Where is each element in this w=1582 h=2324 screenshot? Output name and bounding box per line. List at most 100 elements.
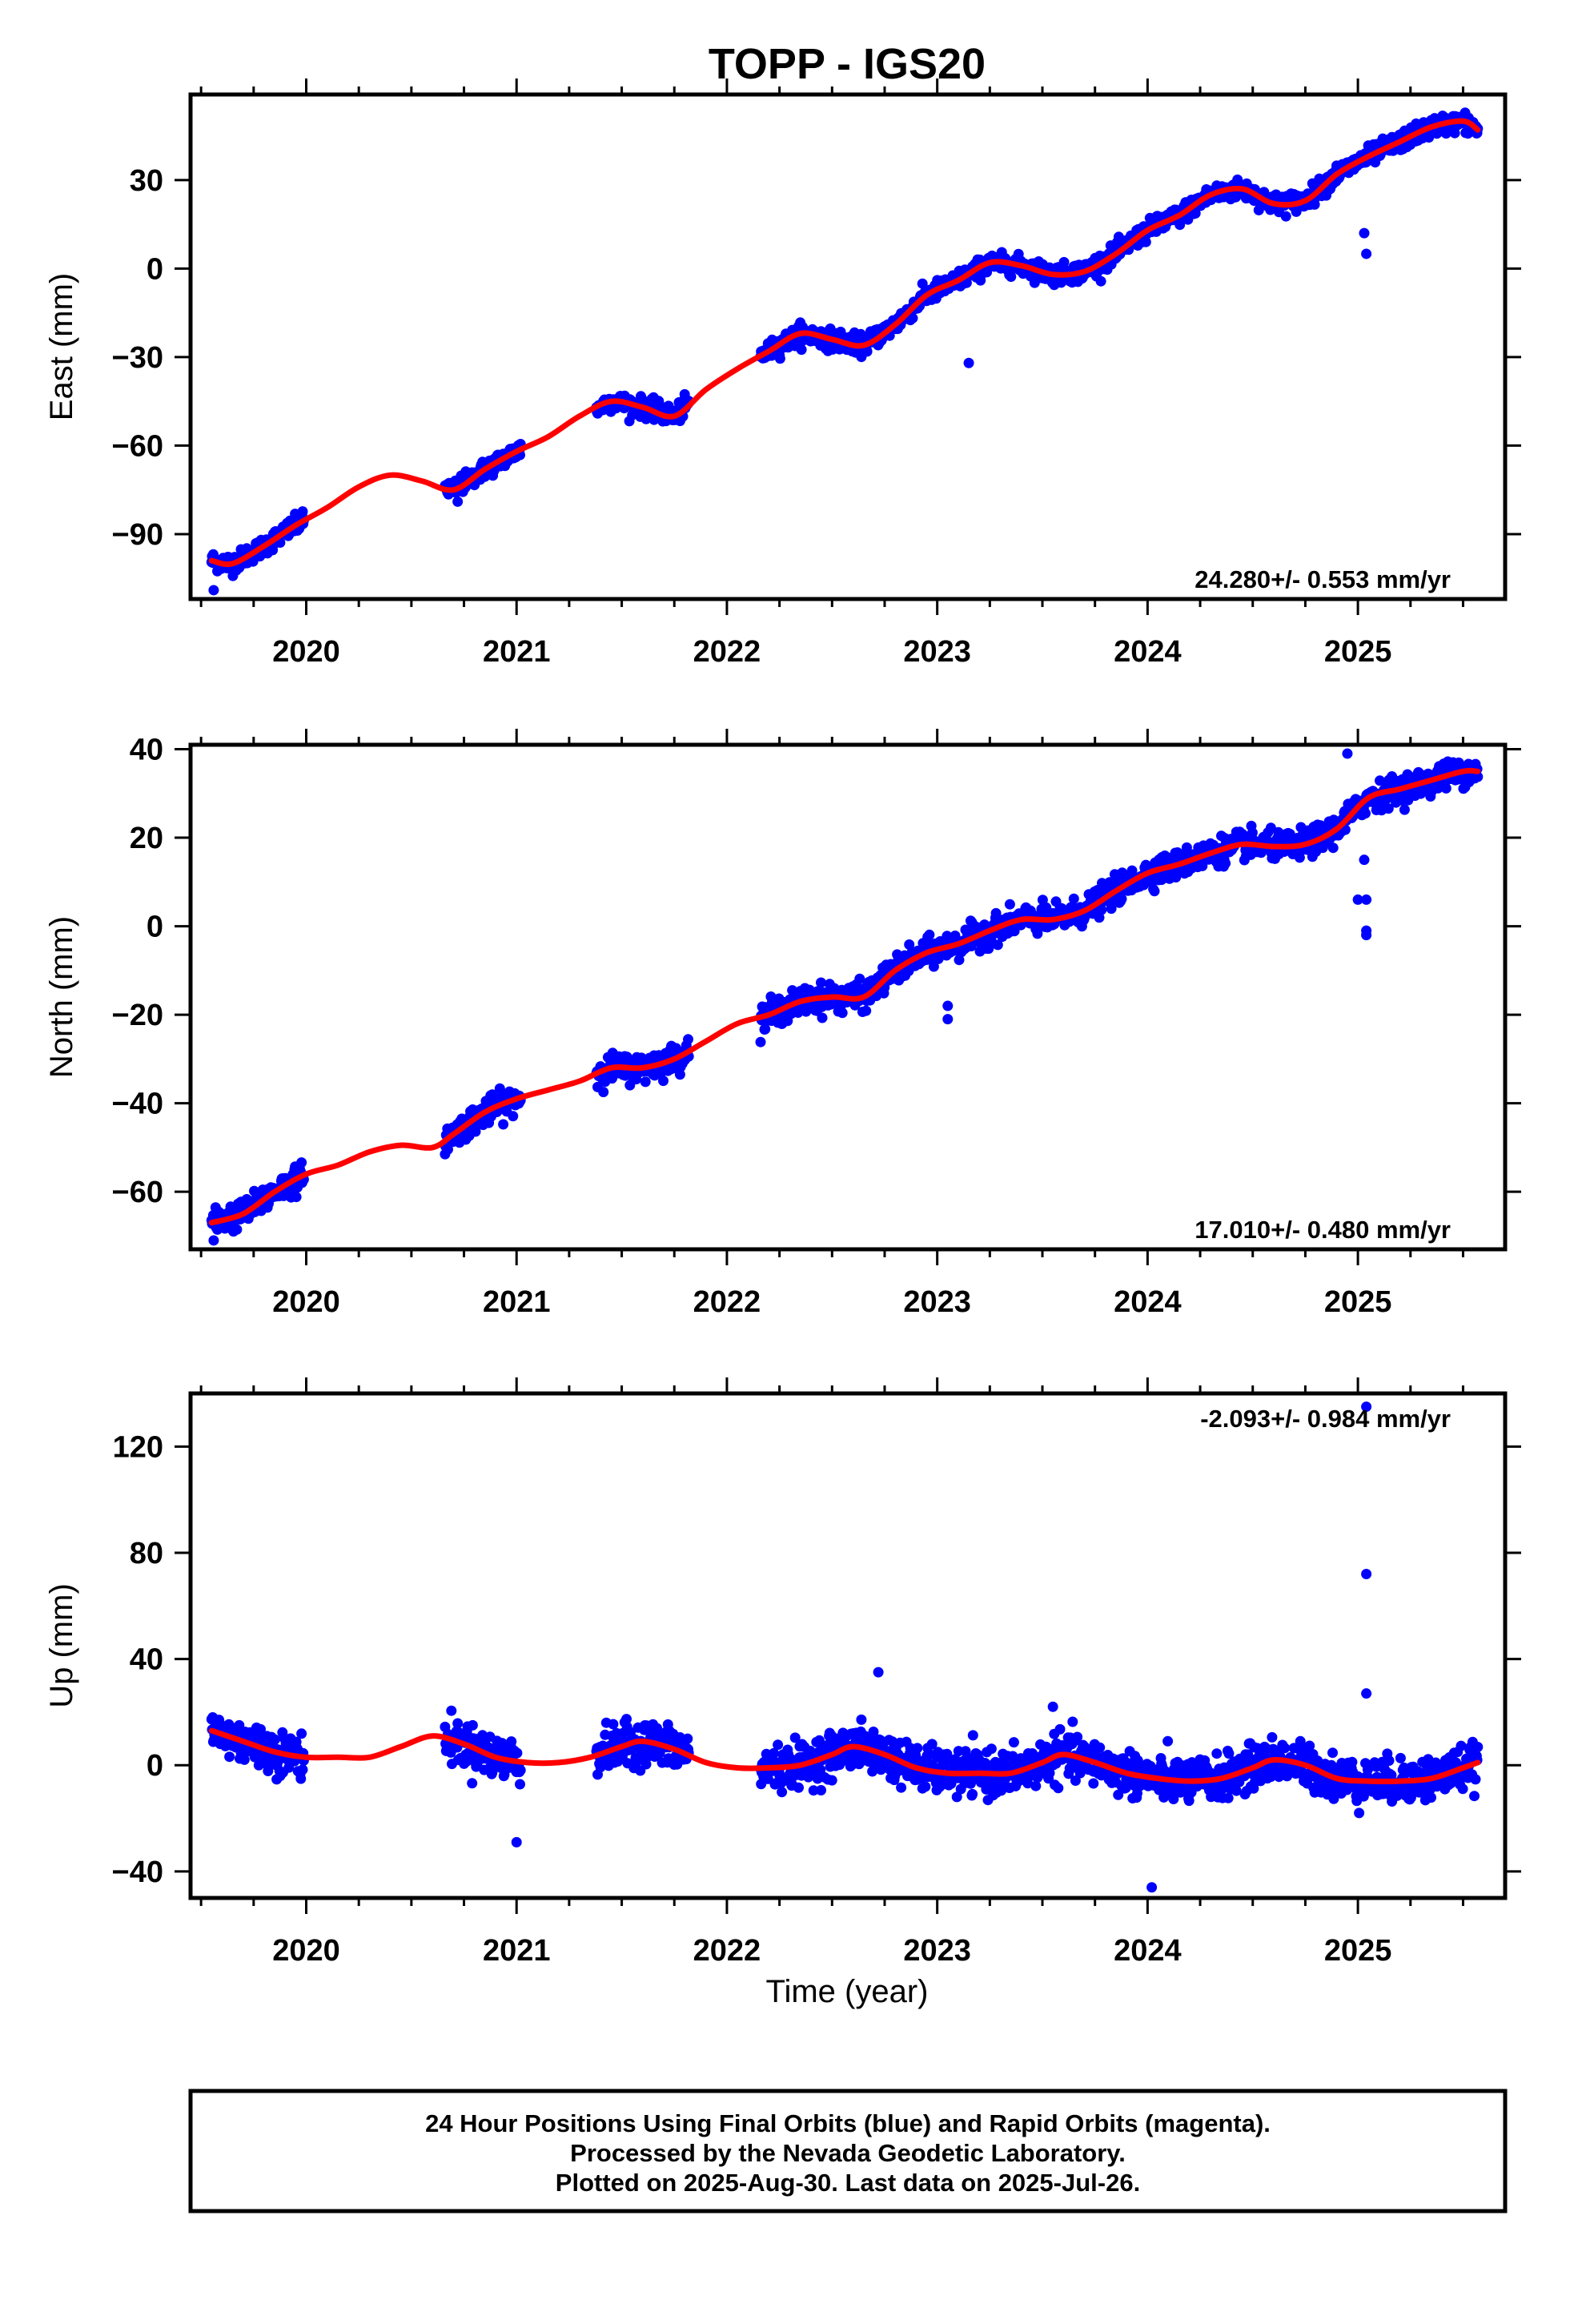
north-data-point [1220, 858, 1231, 869]
north-outlier-point [1359, 854, 1370, 866]
up-data-point [1072, 1731, 1083, 1743]
north-data-point [861, 1005, 872, 1016]
east-frame [188, 92, 1508, 601]
up-data-point [896, 1782, 907, 1793]
east-y-tick-label: −30 [112, 341, 163, 375]
north-model-line [208, 767, 1481, 1226]
up-data-point [1094, 1742, 1106, 1753]
east-data-point [1449, 127, 1460, 139]
north-x-tick-label: 2022 [693, 1285, 761, 1319]
north-data-point [291, 1192, 302, 1203]
up-data-point [856, 1714, 867, 1725]
north-y-tick-label: 20 [130, 822, 163, 855]
north-x-tick-label: 2024 [1114, 1285, 1182, 1319]
up-data-point [951, 1791, 962, 1803]
up-data-point [515, 1779, 525, 1790]
figure-title: TOPP - IGS20 [709, 40, 986, 88]
east-x-tick-label: 2021 [483, 635, 551, 669]
up-data-point [640, 1759, 652, 1770]
east-data-point [1174, 219, 1186, 231]
up-data-point [269, 1734, 280, 1745]
north-rate-label: 17.010+/- 0.480 mm/yr [1195, 1216, 1451, 1244]
north-data-point [928, 961, 939, 972]
east-data-point [1190, 207, 1201, 219]
up-data-point [769, 1747, 779, 1759]
east-outlier-point [1359, 227, 1370, 239]
east-data-point [861, 346, 873, 357]
up-data-point [255, 1723, 266, 1735]
up-data-point [239, 1754, 250, 1765]
north-y-tick-label: 0 [147, 911, 163, 944]
north-data-point [296, 1157, 307, 1168]
north-data-point [508, 1111, 519, 1122]
north-y-tick-label: −60 [112, 1176, 163, 1209]
up-data-point [1008, 1737, 1019, 1748]
up-data-point [1223, 1748, 1235, 1759]
north-y-axis-label: North (mm) [44, 916, 79, 1078]
north-x-tick-label: 2023 [903, 1285, 971, 1319]
east-data-point [1140, 236, 1151, 247]
up-data-point [1088, 1778, 1099, 1789]
up-data-point [793, 1782, 804, 1793]
north-frame [188, 742, 1508, 1252]
up-data-point [1053, 1783, 1064, 1794]
north-data-point [760, 1023, 771, 1035]
east-data-layer [206, 107, 1484, 596]
north-outlier-point [942, 1000, 954, 1011]
east-outlier-point [208, 585, 219, 596]
east-data-point [1006, 271, 1017, 282]
up-data-layer [206, 1401, 1484, 1893]
up-data-point [467, 1719, 478, 1731]
north-data-point [674, 1069, 685, 1080]
east-data-point [297, 506, 308, 517]
up-data-point [506, 1736, 517, 1747]
up-data-point [942, 1748, 953, 1759]
north-data-point [1032, 928, 1043, 939]
up-data-point [808, 1785, 819, 1796]
north-data-point [443, 1144, 453, 1155]
up-data-point [467, 1778, 478, 1789]
up-data-point [777, 1787, 788, 1798]
north-data-point [854, 973, 865, 984]
east-model-line [208, 118, 1481, 568]
up-data-point [296, 1728, 307, 1739]
north-data-point [658, 1076, 669, 1087]
north-outlier-point [1361, 894, 1372, 905]
north-outlier-point [1352, 894, 1363, 905]
north-data-point [1265, 822, 1276, 834]
east-y-tick-label: 30 [130, 164, 163, 198]
north-y-tick-label: −40 [112, 1088, 163, 1121]
up-data-point [926, 1739, 938, 1750]
up-data-point [512, 1747, 523, 1759]
east-outlier-point [963, 357, 974, 368]
up-data-point [967, 1730, 978, 1741]
up-data-point [967, 1788, 978, 1799]
up-data-point [1211, 1748, 1223, 1759]
north-y-tick-label: −20 [112, 999, 163, 1032]
east-data-point [796, 344, 807, 356]
east-y-tick-label: −90 [112, 518, 163, 552]
up-data-point [1267, 1731, 1278, 1743]
north-y-tick-label: 40 [130, 734, 163, 767]
up-data-point [515, 1765, 526, 1775]
east-data-point [1058, 256, 1070, 267]
up-data-point [773, 1739, 784, 1751]
north-outlier-point [942, 1014, 954, 1025]
north-x-tick-label: 2020 [272, 1285, 340, 1319]
north-data-point [640, 1076, 651, 1088]
up-data-point [1223, 1792, 1234, 1803]
east-x-tick-label: 2025 [1324, 635, 1392, 669]
north-data-point [1360, 808, 1371, 819]
east-x-tick-label: 2022 [693, 635, 761, 669]
up-data-point [487, 1767, 498, 1778]
up-data-point [826, 1775, 837, 1786]
east-x-tick-label: 2024 [1114, 635, 1182, 669]
east-outlier-point [1361, 248, 1372, 259]
up-data-point [608, 1719, 619, 1730]
north-x-tick-label: 2025 [1324, 1285, 1392, 1319]
up-data-point [816, 1785, 826, 1795]
up-data-point [1295, 1735, 1306, 1747]
north-data-point [954, 955, 965, 966]
up-data-point [1183, 1795, 1195, 1807]
